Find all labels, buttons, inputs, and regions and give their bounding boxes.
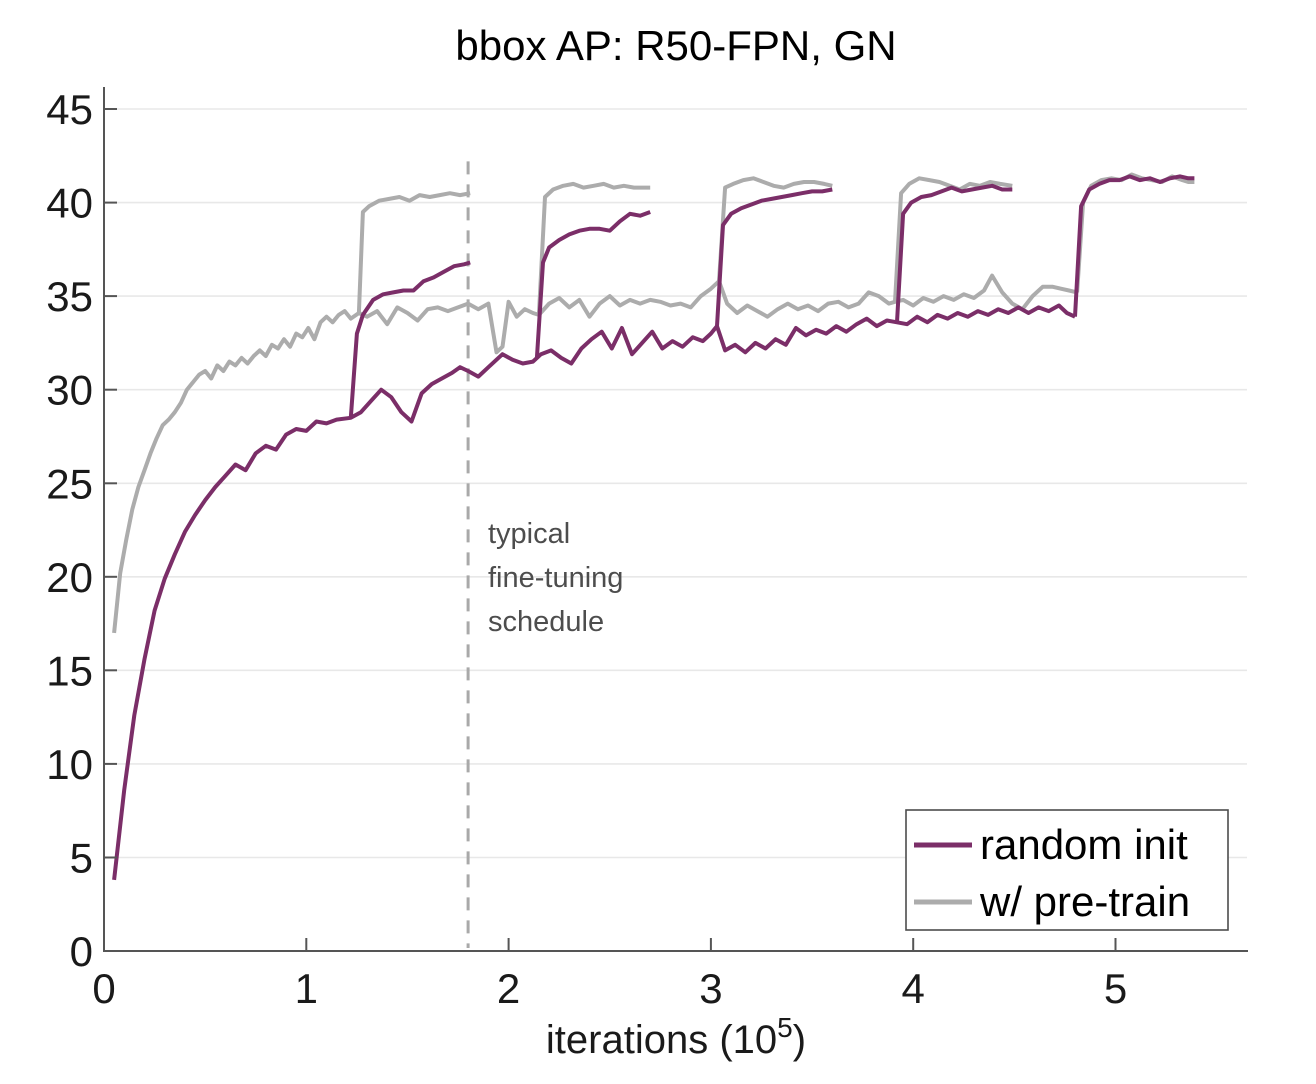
legend: random init w/ pre-train — [905, 809, 1229, 931]
series-random-init-segment-2 — [534, 210, 651, 359]
x-tick-label-5: 5 — [1104, 965, 1127, 1012]
x-tick-label-2: 2 — [497, 965, 520, 1012]
x-axis-label: iterations (105) — [546, 1012, 806, 1062]
series-random-init-segment-4 — [895, 183, 1013, 323]
y-tick-label-20: 20 — [46, 554, 93, 601]
series-w-pre-train-segment-1 — [356, 191, 471, 314]
chart-title: bbox AP: R50-FPN, GN — [455, 22, 896, 69]
series-w-pre-train-segment-0 — [112, 273, 1078, 634]
gridlines-layer — [104, 108, 1247, 859]
series-w-pre-train-segment-5 — [1075, 172, 1195, 293]
annotation-line-3: schedule — [488, 606, 604, 638]
series-w-pre-train-segment-3 — [717, 176, 833, 282]
y-tick-label-5: 5 — [70, 835, 93, 882]
x-tick-label-1: 1 — [295, 965, 318, 1012]
legend-label-random-init: random init — [980, 821, 1188, 868]
x-axis-label-main: iterations (10 — [546, 1018, 777, 1062]
y-tick-label-40: 40 — [46, 180, 93, 227]
annotation-line-1: typical — [488, 518, 570, 550]
x-axis-label-superscript: 5 — [777, 1012, 793, 1043]
series-random-init-segment-1 — [348, 260, 471, 418]
y-tick-label-10: 10 — [46, 741, 93, 788]
series-w-pre-train-segment-4 — [893, 176, 1013, 302]
legend-box — [905, 809, 1229, 931]
series-random-init-segment-5 — [1073, 174, 1195, 317]
y-tick-label-45: 45 — [46, 86, 93, 133]
legend-label-pretrain: w/ pre-train — [979, 878, 1190, 925]
series-random-init-segment-3 — [715, 187, 833, 327]
y-tick-label-30: 30 — [46, 367, 93, 414]
vline-annotation: typical fine-tuning schedule — [488, 518, 623, 638]
x-tick-label-3: 3 — [699, 965, 722, 1012]
y-tick-label-15: 15 — [46, 647, 93, 694]
series-w-pre-train-segment-2 — [536, 181, 651, 316]
series-random-init-segment-0 — [112, 303, 1076, 881]
x-tick-label-4: 4 — [902, 965, 925, 1012]
series-layer — [112, 172, 1195, 881]
annotation-line-2: fine-tuning — [488, 562, 623, 594]
y-tick-label-0: 0 — [70, 928, 93, 975]
y-tick-label-25: 25 — [46, 460, 93, 507]
x-tick-label-0: 0 — [92, 965, 115, 1012]
x-axis-label-suffix: ) — [793, 1018, 806, 1062]
axes-layer — [103, 87, 1248, 952]
y-tick-label-35: 35 — [46, 273, 93, 320]
